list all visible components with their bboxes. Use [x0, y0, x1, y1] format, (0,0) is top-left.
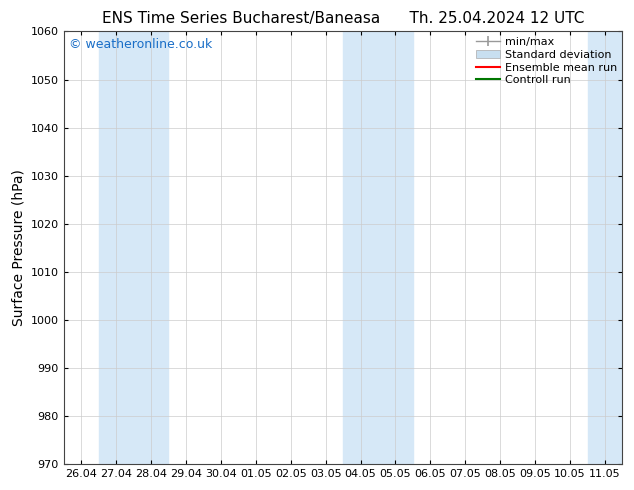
Bar — [98, 31, 169, 464]
Bar — [343, 31, 413, 464]
Text: © weatheronline.co.uk: © weatheronline.co.uk — [69, 38, 212, 51]
Title: ENS Time Series Bucharest/Baneasa      Th. 25.04.2024 12 UTC: ENS Time Series Bucharest/Baneasa Th. 25… — [102, 11, 584, 26]
Bar — [588, 31, 623, 464]
Legend: min/max, Standard deviation, Ensemble mean run, Controll run: min/max, Standard deviation, Ensemble me… — [474, 35, 619, 88]
Y-axis label: Surface Pressure (hPa): Surface Pressure (hPa) — [11, 170, 25, 326]
